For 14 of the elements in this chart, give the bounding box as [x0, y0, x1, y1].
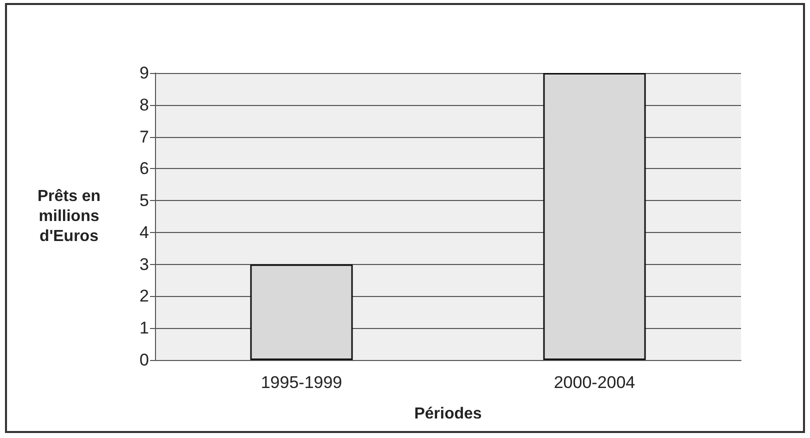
y-tick-label: 7: [140, 127, 149, 146]
y-tick-label: 4: [140, 222, 149, 242]
y-tick-label: 9: [140, 64, 149, 82]
x-tick-label: 1995-1999: [260, 373, 342, 392]
y-tick-label: 2: [140, 286, 149, 306]
y-tick-label: 1: [140, 318, 149, 338]
y-tick-label: 3: [140, 254, 149, 274]
x-axis-title: Périodes: [414, 406, 482, 422]
y-tick-label: 5: [140, 191, 149, 210]
y-tick-label: 6: [140, 159, 149, 178]
y-tick-label: 0: [140, 350, 149, 370]
y-axis-title: Prêts en millions d'Euros: [37, 188, 101, 245]
y-tick-label: 8: [140, 95, 149, 114]
x-tick-label: 2000-2004: [554, 373, 636, 392]
